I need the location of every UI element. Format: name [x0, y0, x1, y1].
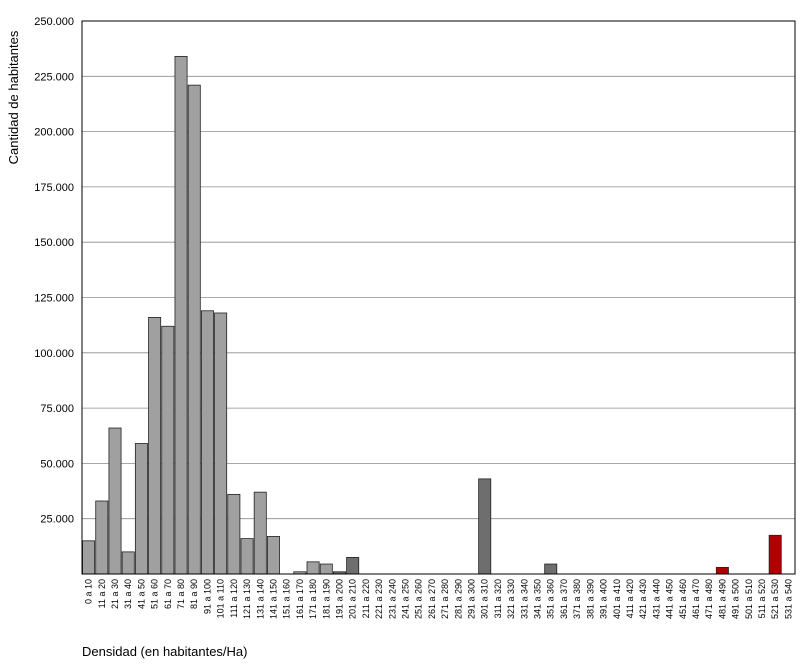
bar: [306, 561, 320, 575]
bar: [134, 443, 148, 575]
x-tick-label: 401 a 410: [612, 579, 622, 619]
x-tick-labels: 0 a 10 11 a 20 21 a 30 31 a 40 41 a 50 51 a 6…: [84, 579, 794, 619]
x-tick-label: 491 a 500: [731, 579, 741, 619]
x-tick-label: 191 a 200: [334, 579, 344, 619]
plot-frame: [81, 20, 796, 575]
x-tick-label: 391 a 400: [599, 579, 609, 619]
x-tick-label: 81 a 90: [189, 579, 199, 609]
x-tick-label: 341 a 350: [533, 579, 543, 619]
y-tick-label: 225.000: [34, 71, 74, 83]
x-tick-label: 141 a 150: [268, 579, 278, 619]
x-tick-label: 311 a 320: [493, 579, 503, 618]
bar: [240, 538, 254, 575]
x-tick-label: 121 a 130: [242, 579, 252, 619]
bar: [200, 310, 214, 575]
x-tick-label: 71 a 80: [176, 579, 186, 609]
y-tick-label: 175.000: [34, 182, 74, 194]
x-tick-label: 321 a 330: [506, 579, 516, 619]
x-tick-label: 61 a 70: [163, 579, 173, 609]
bar: [319, 563, 333, 575]
x-tick-label: 461 a 470: [691, 579, 701, 619]
x-tick-label: 171 a 180: [308, 579, 318, 619]
x-tick-label: 451 a 460: [678, 579, 688, 619]
x-tick-label: 371 a 380: [572, 579, 582, 619]
bars: [82, 55, 782, 575]
bar: [187, 84, 201, 575]
bar: [108, 427, 122, 575]
bar: [82, 540, 96, 575]
x-tick-label: 381 a 390: [585, 579, 595, 619]
x-tick-label: 91 a 100: [202, 579, 212, 614]
bar: [768, 534, 782, 575]
x-tick-label: 421 a 430: [638, 579, 648, 619]
bar: [715, 566, 729, 575]
x-tick-label: 151 a 160: [282, 579, 292, 619]
x-tick-label: 111 a 120: [229, 579, 239, 618]
x-tick-label: 431 a 440: [651, 579, 661, 619]
y-tick-label: 125.000: [34, 293, 74, 305]
x-tick-label: 351 a 360: [546, 579, 556, 619]
y-axis-title: Cantidad de habitantes: [6, 30, 21, 164]
x-tick-label: 11 a 20: [97, 579, 107, 608]
y-tick-labels: 25.000 50.000 75.000 100.000 125.000 150.000 1…: [34, 16, 74, 526]
x-tick-label: 261 a 270: [427, 579, 437, 619]
y-tick-label: 50.000: [40, 458, 74, 470]
bar: [346, 557, 360, 575]
bar: [266, 535, 280, 575]
x-tick-label: 501 a 510: [744, 579, 754, 619]
x-tick-label: 281 a 290: [453, 579, 463, 619]
bar: [214, 312, 228, 575]
x-tick-label: 211 a 220: [361, 579, 371, 618]
x-tick-label: 511 a 520: [757, 579, 767, 618]
bar: [174, 55, 188, 575]
bar: [121, 551, 135, 575]
x-axis-title: Densidad (en habitantes/Ha): [82, 644, 248, 659]
x-tick-label: 331 a 340: [519, 579, 529, 619]
x-tick-label: 221 a 230: [374, 579, 384, 619]
x-tick-label: 251 a 260: [414, 579, 424, 619]
y-tick-label: 150.000: [34, 237, 74, 249]
x-tick-label: 441 a 450: [665, 579, 675, 619]
x-tick-label: 51 a 60: [150, 579, 160, 609]
x-tick-label: 0 a 10: [84, 579, 94, 604]
bar: [478, 478, 492, 575]
bar: [161, 325, 175, 575]
bar: [95, 500, 109, 575]
x-tick-label: 531 a 540: [783, 579, 793, 619]
bar: [148, 317, 162, 575]
x-tick-label: 131 a 140: [255, 579, 265, 619]
x-tick-label: 471 a 480: [704, 579, 714, 619]
x-tick-label: 181 a 190: [321, 579, 331, 619]
x-tick-label: 241 a 250: [400, 579, 410, 619]
x-tick-label: 271 a 280: [440, 579, 450, 619]
x-tick-label: 201 a 210: [348, 579, 358, 619]
x-tick-label: 101 a 110: [216, 579, 226, 618]
x-tick-label: 361 a 370: [559, 579, 569, 619]
y-tick-label: 75.000: [40, 403, 74, 415]
x-tick-label: 41 a 50: [136, 579, 146, 609]
x-tick-label: 301 a 310: [480, 579, 490, 619]
x-tick-label: 21 a 30: [110, 579, 120, 609]
x-tick-label: 481 a 490: [717, 579, 727, 619]
x-tick-label: 411 a 420: [625, 579, 635, 618]
x-tick-label: 521 a 530: [770, 579, 780, 619]
bar: [544, 563, 558, 575]
y-tick-label: 200.000: [34, 127, 74, 139]
y-tick-label: 100.000: [34, 348, 74, 360]
x-tick-label: 31 a 40: [123, 579, 133, 609]
y-tick-label: 25.000: [40, 514, 74, 526]
x-tick-label: 161 a 170: [295, 579, 305, 619]
bar: [227, 493, 241, 575]
y-tick-label: 250.000: [34, 16, 74, 28]
bar: [253, 491, 267, 575]
x-tick-label: 291 a 300: [467, 579, 477, 619]
x-tick-label: 231 a 240: [387, 579, 397, 619]
